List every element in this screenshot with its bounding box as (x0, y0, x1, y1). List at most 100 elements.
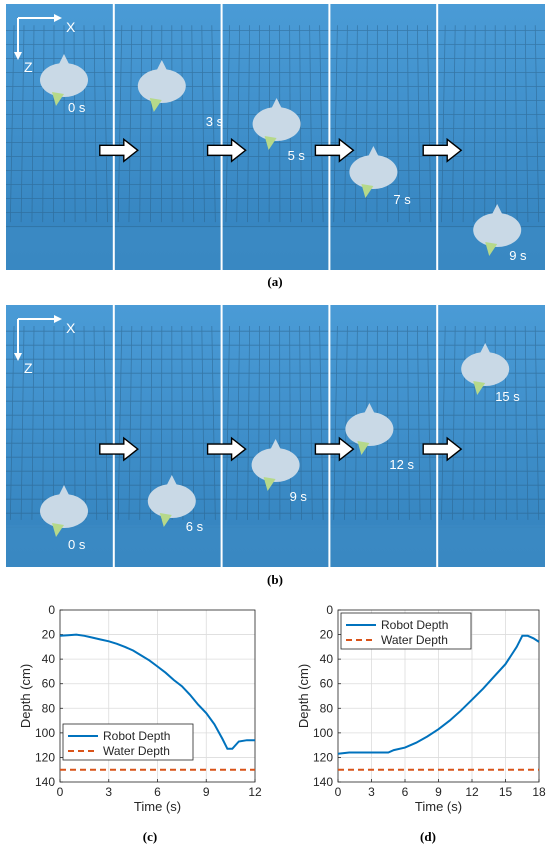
z-axis-letter: Z (24, 59, 33, 75)
frame-time-label: 15 s (495, 389, 520, 404)
y-tick-label: 100 (313, 726, 333, 740)
y-axis-title: Depth (cm) (18, 664, 33, 728)
pool-tile-grid (437, 25, 545, 228)
sequence-arrow (422, 137, 463, 163)
xz-axis-indicator: XZ (14, 14, 76, 75)
caption-a: (a) (267, 274, 283, 289)
frame-strip-a-svg: 0 s 3 s 5 s 7 s 9 s XZ (6, 4, 545, 270)
legend-label-water-depth: Water Depth (381, 633, 448, 647)
z-axis-letter: Z (24, 360, 33, 376)
video-frame: 9 s (221, 305, 330, 567)
legend-box (340, 612, 472, 650)
robot-fish (137, 60, 186, 112)
y-tick-label: 40 (42, 652, 56, 666)
video-frame: 5 s (221, 4, 330, 270)
robot-depth-line (59, 633, 255, 750)
y-tick-label: 0 (48, 603, 55, 617)
sequence-arrow (206, 436, 247, 462)
robot-ventral-fin (264, 136, 277, 150)
robot-body (147, 484, 196, 518)
robot-body (137, 69, 186, 103)
y-tick-label: 20 (42, 628, 56, 642)
robot-ventral-fin (485, 242, 498, 256)
robot-body (349, 155, 398, 189)
pool-floor (437, 525, 545, 567)
frame-time-label: 6 s (186, 519, 204, 534)
video-frame: 12 s (329, 305, 438, 567)
robot-fish (40, 485, 88, 537)
video-frame: 0 s (6, 305, 114, 567)
robot-fish (147, 475, 196, 527)
x-tick-label: 18 (532, 785, 546, 799)
robot-ventral-fin (357, 441, 370, 455)
y-tick-label: 40 (320, 652, 334, 666)
frame-time-label: 5 s (288, 148, 306, 163)
caption-b: (b) (267, 572, 283, 587)
y-tick-label: 120 (35, 750, 55, 764)
x-tick-label: 15 (499, 785, 513, 799)
y-tick-label: 140 (35, 775, 55, 789)
video-frame: 9 s (437, 4, 545, 270)
robot-dorsal-fin (367, 146, 380, 158)
frame-time-label: 7 s (393, 192, 411, 207)
pool-floor (329, 525, 438, 567)
robot-ventral-fin (52, 523, 64, 537)
y-tick-label: 140 (313, 775, 333, 789)
robot-fish (461, 343, 510, 395)
x-axis-arrowhead (54, 315, 62, 323)
pool-floor (329, 227, 438, 270)
robot-fish (252, 98, 301, 150)
pool-floor (221, 227, 330, 270)
frame-time-label: 0 s (68, 537, 86, 552)
y-tick-label: 60 (320, 677, 334, 691)
x-tick-label: 3 (368, 785, 375, 799)
frame-time-label: 12 s (389, 457, 414, 472)
x-tick-label: 6 (154, 785, 161, 799)
legend-box (62, 723, 194, 761)
y-tick-label: 100 (35, 726, 55, 740)
y-tick-label: 20 (320, 628, 334, 642)
robot-dorsal-fin (155, 60, 168, 72)
xz-axis-indicator: XZ (14, 315, 76, 376)
y-tick-label: 80 (320, 701, 334, 715)
x-tick-label: 12 (465, 785, 479, 799)
x-tick-label: 9 (203, 785, 210, 799)
pool-floor (113, 525, 222, 567)
x-tick-label: 3 (105, 785, 112, 799)
pool-tile-grid (6, 325, 114, 528)
robot-dorsal-fin (270, 98, 283, 110)
robot-depth-line (337, 634, 540, 755)
robot-body (345, 412, 394, 446)
sequence-arrow (99, 137, 139, 163)
x-tick-label: 6 (402, 785, 409, 799)
legend-label-robot-depth: Robot Depth (103, 729, 170, 743)
robot-dorsal-fin (165, 475, 178, 487)
video-frame: 0 s (6, 4, 114, 270)
robot-fish (40, 54, 88, 106)
robot-body (461, 352, 510, 386)
depth-chart-d: 0 3 6 9 12 15 18 0 20 40 60 80 100 120 140 Time (s) Dept… (296, 603, 546, 814)
robot-fish (349, 146, 398, 198)
pool-floor (6, 525, 114, 567)
sequence-arrow (314, 436, 355, 462)
legend-label-water-depth: Water Depth (103, 744, 170, 758)
legend-label-robot-depth: Robot Depth (381, 618, 448, 632)
caption-d: (d) (420, 829, 436, 844)
y-tick-label: 120 (313, 750, 333, 764)
robot-ventral-fin (263, 477, 276, 491)
sequence-arrow (206, 137, 247, 163)
frame-strip-b-svg: 0 s 6 s 9 s 12 s 15 s XZ (6, 305, 545, 567)
x-axis-title: Time (s) (415, 799, 462, 814)
robot-dorsal-fin (269, 439, 282, 451)
video-frame: 7 s (329, 4, 438, 270)
pool-tile-grid (329, 25, 438, 228)
frame-time-label: 3 s (206, 114, 224, 129)
robot-body (251, 448, 300, 482)
z-axis-arrowhead (14, 52, 22, 60)
frame-time-label: 9 s (509, 248, 527, 263)
robot-ventral-fin (149, 98, 162, 112)
frame-time-label: 9 s (290, 489, 308, 504)
